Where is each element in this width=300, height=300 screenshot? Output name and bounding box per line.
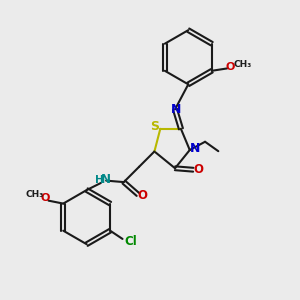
Text: N: N <box>171 103 182 116</box>
Text: O: O <box>138 189 148 203</box>
Text: N: N <box>101 173 111 186</box>
Text: N: N <box>190 142 200 155</box>
Text: CH₃: CH₃ <box>233 60 251 69</box>
Text: CH₃: CH₃ <box>25 190 44 199</box>
Text: O: O <box>226 62 235 72</box>
Text: O: O <box>40 193 50 203</box>
Text: O: O <box>194 163 204 176</box>
Text: H: H <box>95 175 104 185</box>
Text: S: S <box>151 120 160 133</box>
Text: Cl: Cl <box>124 235 137 248</box>
